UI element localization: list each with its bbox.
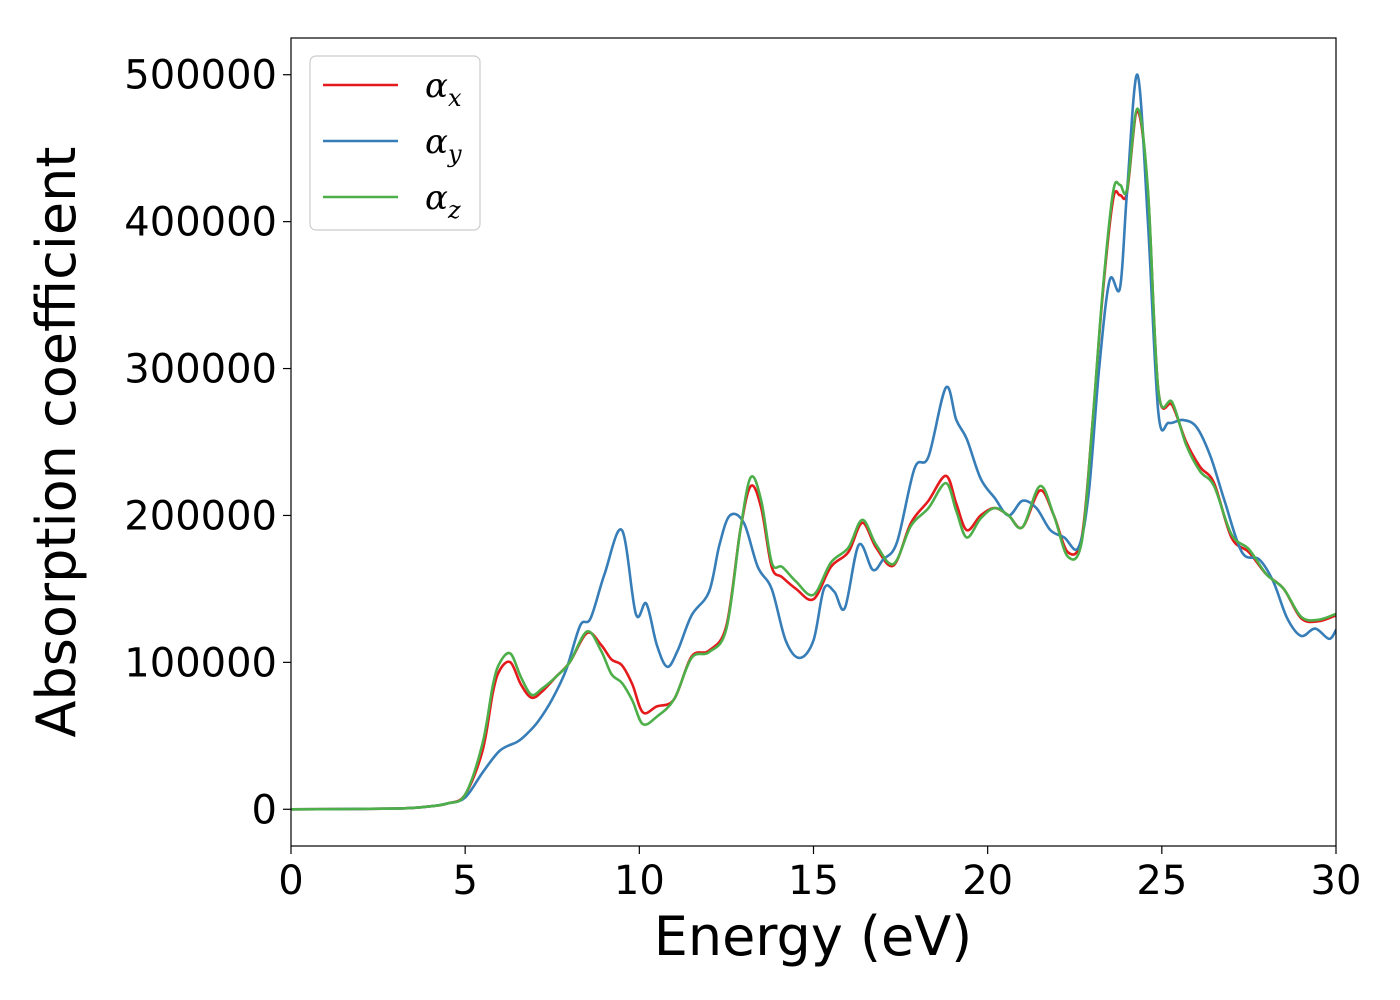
- x-tick-label: 30: [1311, 858, 1362, 904]
- y-tick-label: 100000: [124, 640, 277, 686]
- legend-label-x: αx: [425, 66, 462, 112]
- y-tick-label: 0: [252, 787, 277, 833]
- x-axis: 0 5 10 15 20 25 30: [278, 846, 1361, 904]
- x-tick-label: 0: [278, 858, 303, 904]
- x-tick-label: 25: [1136, 858, 1187, 904]
- legend-label-z: αz: [425, 178, 461, 224]
- y-axis-label: Absorption coefficient: [25, 147, 88, 738]
- y-tick-label: 500000: [124, 53, 277, 99]
- y-axis: 0 100000 200000 300000 400000 500000: [124, 53, 291, 833]
- y-tick-label: 200000: [124, 493, 277, 539]
- x-axis-label: Energy (eV): [654, 905, 973, 968]
- legend: αx αy αz: [309, 55, 481, 231]
- legend-frame: [309, 55, 481, 231]
- x-tick-label: 20: [962, 858, 1013, 904]
- x-tick-label: 10: [614, 858, 665, 904]
- x-tick-label: 5: [452, 858, 477, 904]
- series-line-z: [291, 107, 1336, 811]
- series-line-y: [291, 73, 1336, 811]
- x-tick-label: 15: [788, 858, 839, 904]
- y-tick-label: 300000: [124, 347, 277, 393]
- y-tick-label: 400000: [124, 200, 277, 246]
- series-layer: [291, 73, 1336, 811]
- legend-label-y: αy: [425, 122, 462, 168]
